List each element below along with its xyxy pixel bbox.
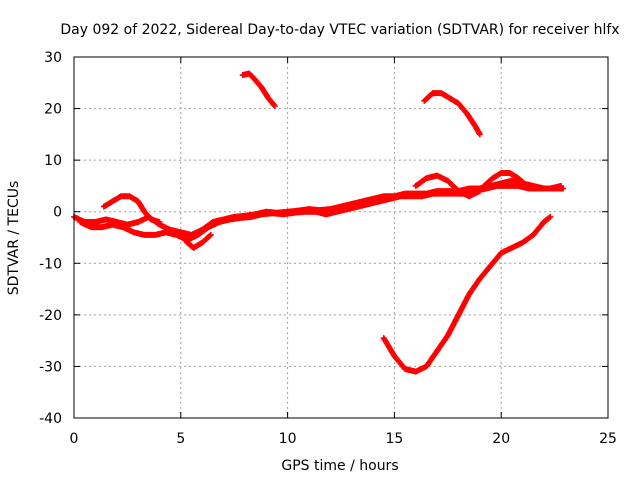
y-ticks: -40 -30 -20 -10 0 10 20 30 (39, 50, 608, 427)
series-arc-bump-mid (412, 172, 483, 200)
x-tick-label: 15 (385, 431, 403, 447)
data-point (270, 101, 277, 108)
series-arc-deep (380, 213, 554, 375)
data-point (546, 214, 553, 221)
x-tick-label: 10 (279, 431, 297, 447)
data-point (206, 232, 213, 239)
series-arc-dip (177, 229, 214, 251)
data-point (207, 231, 214, 238)
data-point (547, 213, 554, 220)
series-arc-main-b (77, 182, 565, 244)
x-tick-label: 25 (599, 431, 617, 447)
data-point (522, 181, 529, 188)
data-point (523, 182, 530, 189)
x-tick-label: 0 (70, 431, 79, 447)
data-point (476, 188, 483, 195)
y-tick-label: 0 (53, 205, 62, 221)
series-arc-bump-early (100, 193, 163, 226)
data-point (156, 219, 163, 226)
y-tick-label: -40 (39, 411, 62, 427)
series-arc-bump-late (481, 170, 530, 189)
plot-frame (73, 56, 609, 419)
x-ticks: 0 5 10 15 20 25 (70, 57, 617, 447)
data-point (476, 131, 483, 138)
y-tick-label: 10 (44, 153, 62, 169)
data-point (558, 182, 565, 189)
series-arc-top-left (239, 70, 278, 109)
y-tick-label: -10 (39, 256, 62, 272)
x-tick-label: 20 (492, 431, 510, 447)
chart-title: Day 092 of 2022, Sidereal Day-to-day VTE… (60, 22, 619, 38)
series-arc-top-right (421, 90, 483, 138)
y-tick-label: -20 (39, 308, 62, 324)
y-tick-label: -30 (39, 359, 62, 375)
x-tick-label: 5 (176, 431, 185, 447)
y-tick-label: 30 (44, 50, 62, 66)
y-tick-label: 20 (44, 102, 62, 118)
data-point (271, 102, 278, 109)
y-axis-label: SDTVAR / TECUs (6, 181, 22, 296)
x-axis-label: GPS time / hours (281, 458, 398, 474)
data-marks (71, 70, 567, 375)
